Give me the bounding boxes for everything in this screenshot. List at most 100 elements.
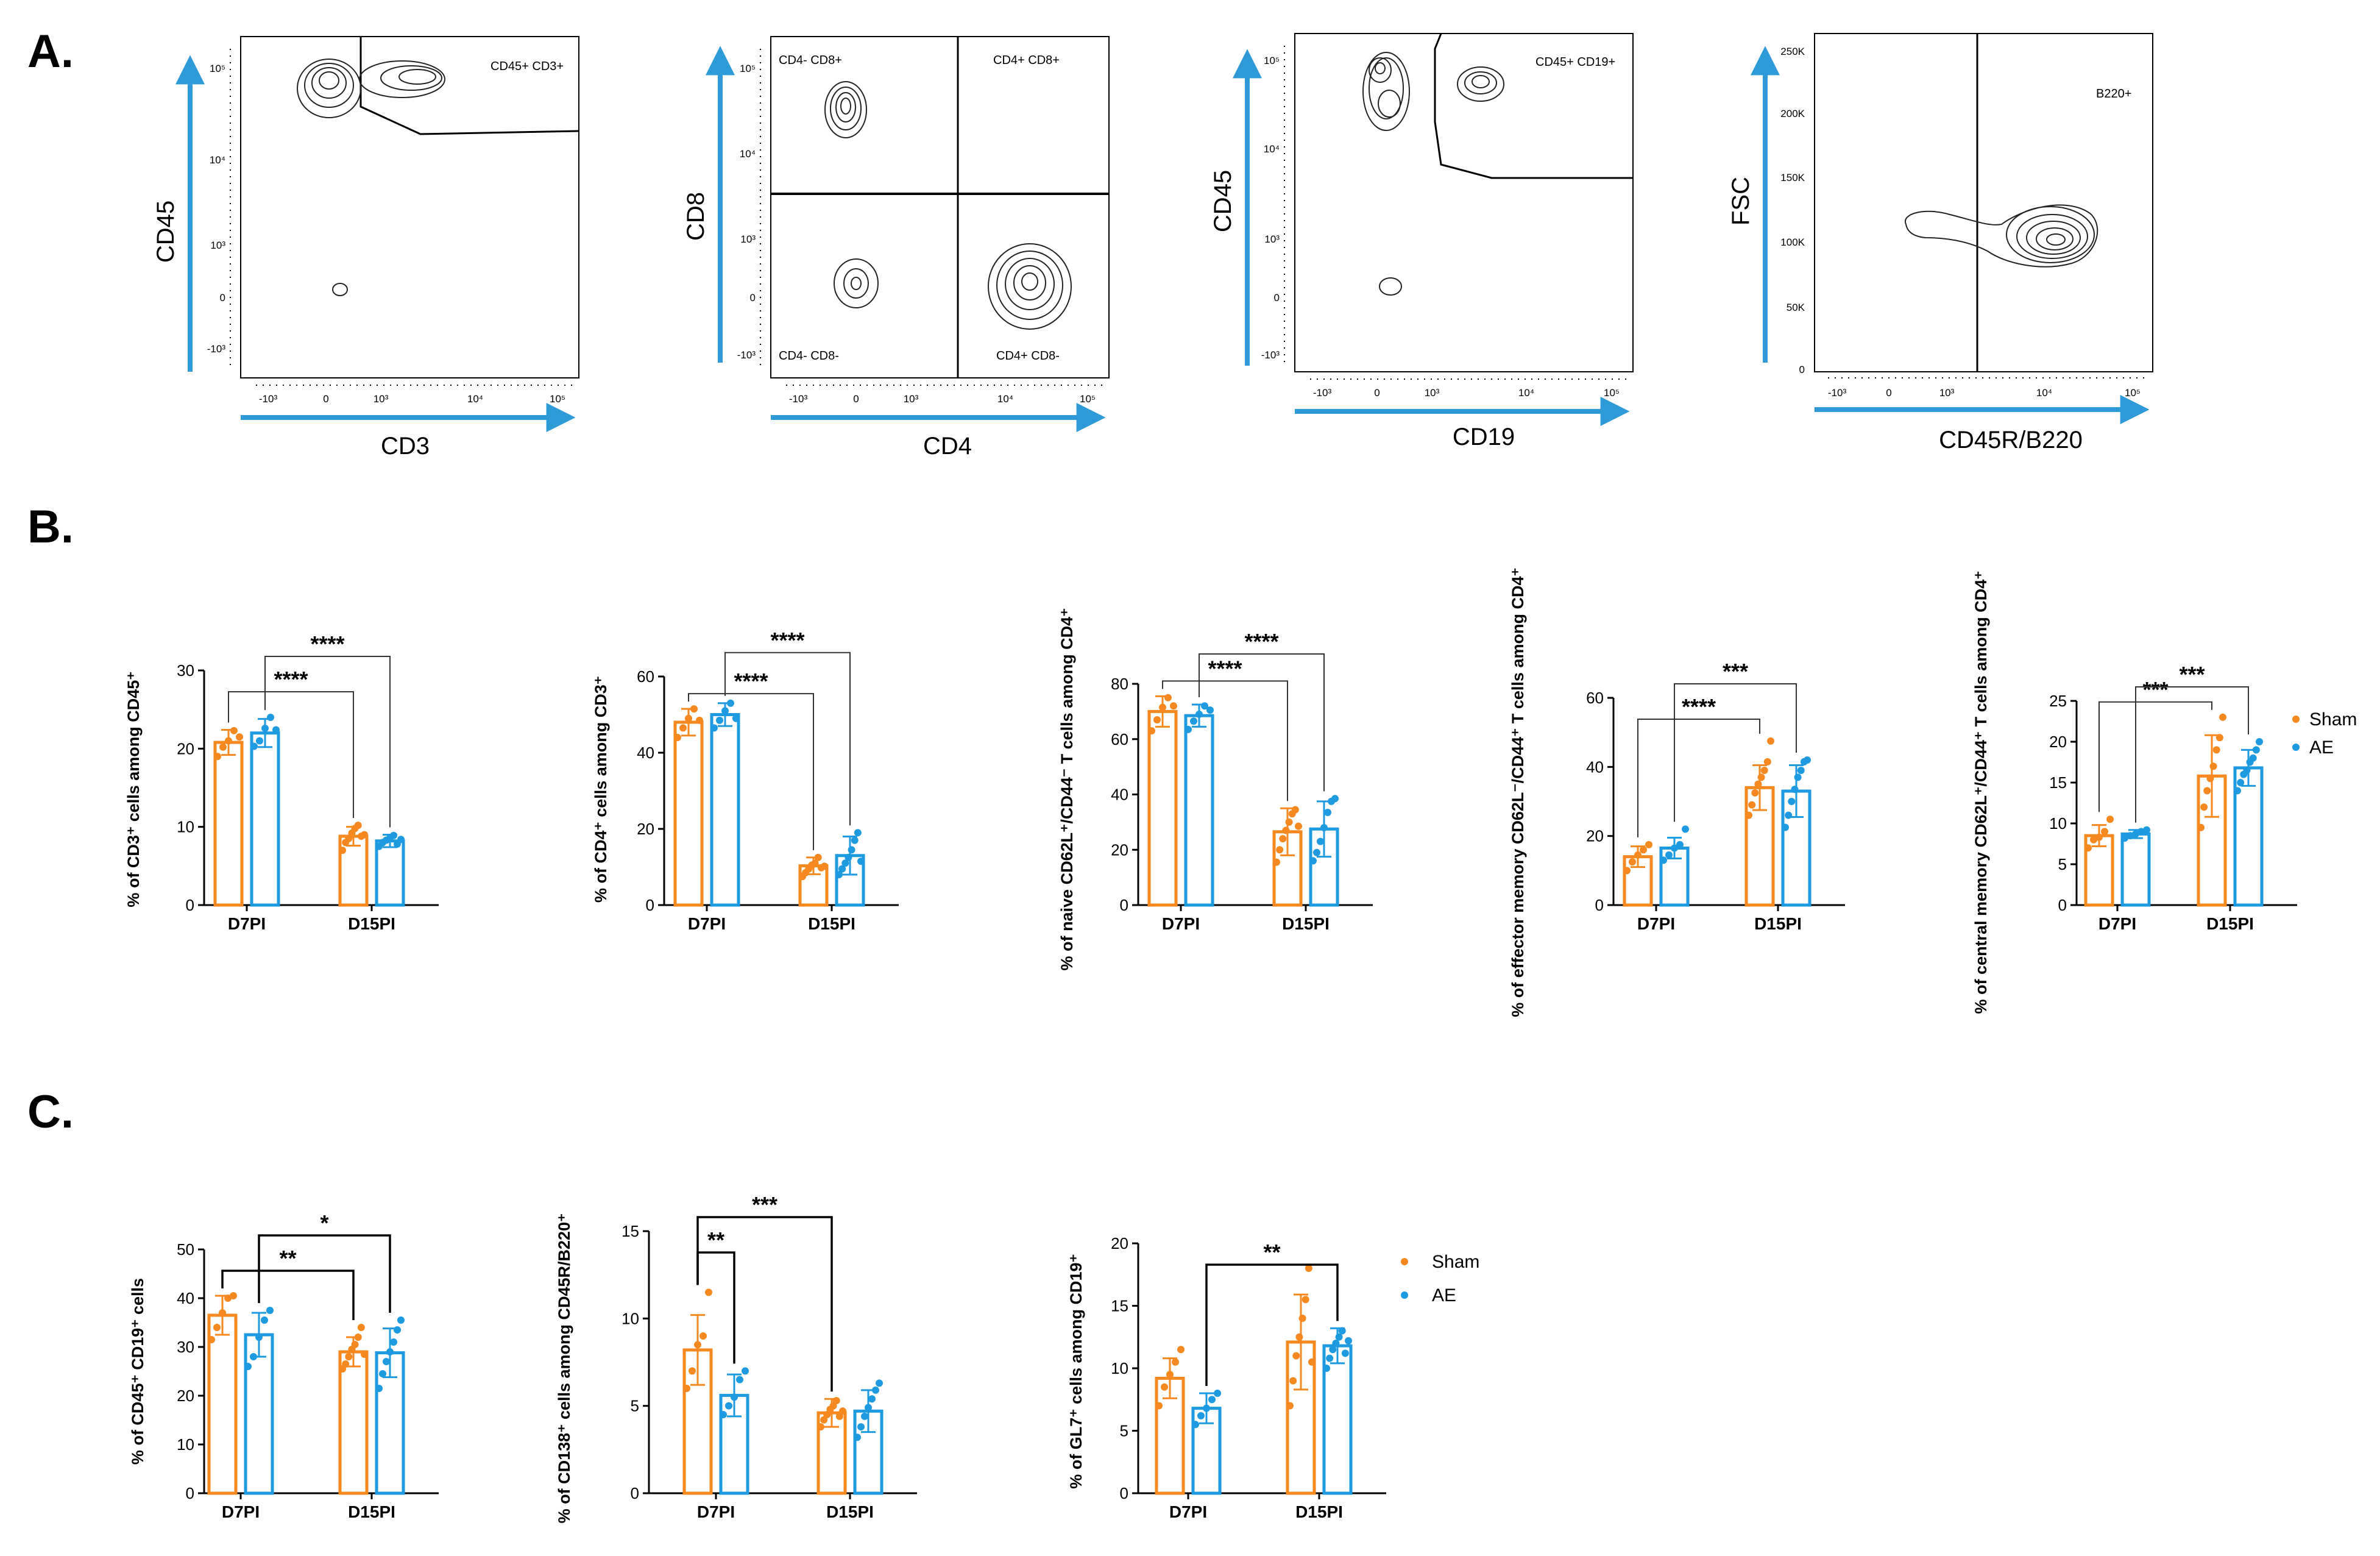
data-point-ae	[1203, 1404, 1210, 1412]
y-tick-label: 0	[1120, 1484, 1128, 1502]
bar-sham	[673, 720, 704, 907]
data-point-sham	[1273, 858, 1280, 866]
bar-chart-c3: 0 5 10 15 20 % of GL7⁺ cells among CD19⁺ D7PI D…	[1067, 1234, 1386, 1521]
x-axis-title: CD4	[923, 433, 972, 460]
x-tick: 0	[1374, 387, 1379, 399]
x-category-label: D7PI	[1169, 1502, 1207, 1521]
y-tick-label: 25	[2049, 692, 2067, 710]
y-tick-label: 50	[177, 1240, 194, 1259]
data-point-ae	[256, 737, 263, 745]
data-point-sham	[1757, 773, 1765, 781]
y-tick-label: 10	[622, 1309, 639, 1327]
data-point-sham	[1172, 1358, 1179, 1366]
data-point-ae	[1313, 848, 1320, 856]
significance-label: **	[279, 1246, 296, 1271]
x-tick: -10³	[259, 393, 278, 405]
x-tick: 10⁴	[997, 393, 1013, 405]
data-point-sham	[1153, 716, 1161, 723]
gate-line	[359, 37, 579, 135]
x-category-label: D7PI	[222, 1502, 260, 1521]
y-tick-label: 20	[2049, 733, 2067, 751]
data-point-sham	[689, 1367, 696, 1375]
data-point-ae	[845, 853, 852, 861]
data-point-ae	[838, 865, 846, 873]
x-tick: 10⁵	[2125, 387, 2141, 399]
data-point-sham	[1308, 1358, 1316, 1366]
gate-label: CD4+ CD8+	[993, 54, 1060, 67]
y-axis-label: % of central memory CD62L⁺/CD44⁺ T cells…	[1972, 571, 1990, 1014]
significance-bracket	[696, 1216, 833, 1392]
contour-population	[824, 81, 1072, 330]
x-tick: 10⁵	[1604, 387, 1620, 399]
x-tick: -10³	[1828, 387, 1847, 399]
data-point-ae	[1660, 856, 1667, 864]
y-tick-label: 0	[1595, 896, 1604, 914]
contour-population	[1904, 204, 2098, 268]
data-point-sham	[1164, 694, 1172, 702]
y-tick-label: 40	[177, 1289, 194, 1307]
y-tick: 100K	[1780, 236, 1805, 248]
y-tick: 10⁵	[740, 63, 756, 74]
x-category-label: D7PI	[1637, 914, 1675, 933]
panel-label-b: B.	[27, 501, 74, 553]
significance-bracket	[2135, 686, 2249, 823]
significance-bracket	[221, 1270, 355, 1320]
data-point-ae	[2137, 828, 2145, 836]
y-tick-label: 5	[2058, 855, 2067, 873]
data-point-sham	[342, 1360, 350, 1368]
data-point-sham	[690, 705, 698, 713]
x-tick: 0	[1886, 387, 1891, 399]
data-point-sham	[1295, 822, 1302, 830]
data-point-ae	[865, 1404, 872, 1412]
x-category-label: D15PI	[1282, 914, 1330, 933]
data-point-ae	[1190, 717, 1197, 725]
bar-sham	[338, 834, 369, 907]
data-point-sham	[1634, 851, 1642, 859]
data-point-ae	[1788, 798, 1796, 805]
x-tick: 10⁴	[1518, 387, 1534, 399]
data-point-sham	[839, 1407, 846, 1415]
y-tick-label: 40	[1111, 786, 1128, 804]
data-point-sham	[361, 1351, 368, 1358]
bar-sham	[1147, 709, 1178, 907]
data-point-ae	[1323, 1365, 1330, 1372]
y-tick: -10³	[1261, 349, 1280, 361]
x-category-label: D7PI	[1162, 914, 1200, 933]
y-tick: 10⁴	[1264, 143, 1280, 155]
gate-label: CD4- CD8+	[779, 54, 842, 67]
y-tick-label: 0	[1120, 896, 1128, 914]
data-point-sham	[2095, 833, 2103, 841]
significance-bracket	[1205, 1263, 1339, 1386]
data-point-sham	[213, 1324, 221, 1331]
data-point-ae	[854, 1433, 861, 1441]
contour-population	[1362, 52, 1504, 296]
data-point-ae	[848, 846, 855, 854]
x-axis-title: CD45R/B220	[1939, 427, 2083, 453]
data-point-ae	[261, 724, 269, 732]
gate-line	[1434, 33, 1633, 179]
contour-population	[297, 59, 445, 296]
bar-ae	[244, 1333, 274, 1495]
y-tick-label: 20	[177, 1387, 194, 1405]
bar-chart-b1: 0 10 20 30 % of CD3⁺ cells among CD45⁺ D7PI D1…	[124, 631, 439, 933]
y-axis-title: CD8	[682, 192, 709, 241]
y-tick-label: 30	[177, 1338, 194, 1356]
significance-label: ****	[1244, 629, 1278, 654]
y-tick-label: 40	[637, 744, 654, 762]
y-tick-label: 60	[1586, 689, 1604, 707]
x-axis-title: CD19	[1453, 424, 1515, 450]
bar-charts: 0 10 20 30 % of CD3⁺ cells among CD45⁺ D7PI D1…	[124, 567, 2297, 1523]
data-point-ae	[2252, 746, 2260, 754]
gate-label: CD45+ CD3+	[491, 60, 564, 73]
data-point-ae	[2132, 830, 2139, 838]
data-point-ae	[1206, 706, 1214, 714]
data-point-sham	[2212, 746, 2220, 754]
legend-label-sham: Sham	[1432, 1252, 1479, 1272]
legend-label-ae: AE	[1432, 1285, 1456, 1306]
x-axis-title: CD3	[381, 433, 430, 460]
y-axis-label: % of CD3⁺ cells among CD45⁺	[124, 671, 143, 907]
y-tick: -10³	[207, 343, 226, 355]
data-point-sham	[1166, 1371, 1174, 1379]
x-tick: 10⁵	[1080, 393, 1096, 405]
